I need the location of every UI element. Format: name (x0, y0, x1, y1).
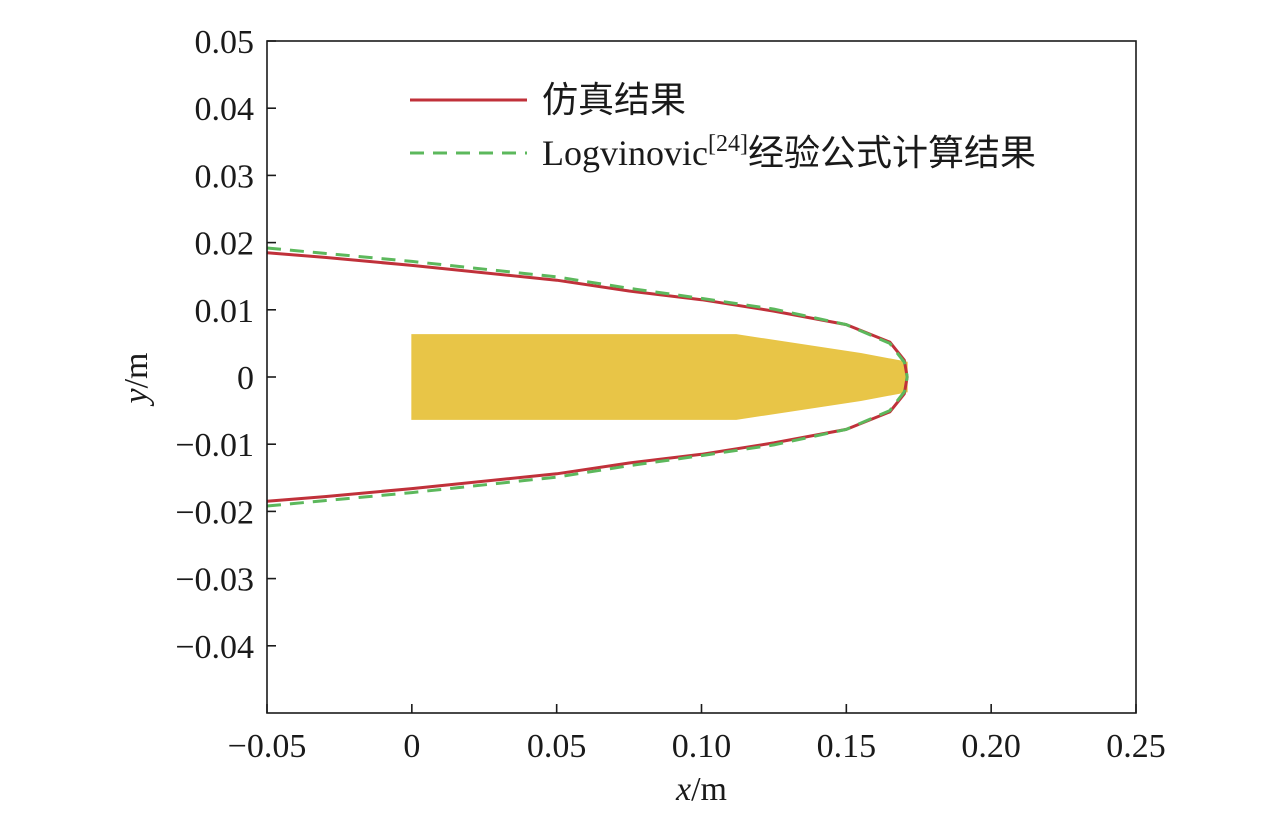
y-tick-label: 0.01 (195, 293, 255, 330)
y-tick-label: 0.04 (195, 91, 255, 128)
x-tick-label: 0 (403, 728, 420, 765)
y-axis-label: y/m (118, 353, 155, 407)
x-axis-label: x/m (675, 771, 727, 808)
y-tick-label: −0.04 (175, 629, 254, 666)
x-tick-label: 0.25 (1106, 728, 1166, 765)
y-tick-label: −0.03 (175, 562, 254, 599)
y-tick-label: 0.02 (195, 226, 255, 263)
projectile-body (411, 334, 908, 420)
x-tick-label: 0.05 (527, 728, 587, 765)
y-tick-label: 0 (237, 360, 254, 397)
y-tick-label: −0.02 (175, 494, 254, 531)
x-tick-label: 0.10 (672, 728, 732, 765)
series-line-2-lower (266, 376, 909, 508)
x-tick-label: 0.15 (817, 728, 877, 765)
x-tick-label: 0.20 (961, 728, 1021, 765)
y-tick-label: 0.05 (195, 24, 255, 61)
legend-label-1: 仿真结果 (542, 80, 686, 120)
y-tick-label: 0.03 (195, 158, 255, 195)
plot-area (266, 246, 909, 508)
x-tick-label: −0.05 (228, 728, 307, 765)
legend-label-2: Logvinovic[24]经验公式计算结果 (542, 131, 1036, 173)
series-line-2-upper (266, 246, 909, 378)
legend: 仿真结果 Logvinovic[24]经验公式计算结果 (410, 80, 1036, 173)
axes: −0.05 0 0.05 0.10 0.15 0.20 0.25 0.05 0.04 0.03 0.… (118, 24, 1166, 808)
y-tick-label: −0.01 (175, 427, 254, 464)
